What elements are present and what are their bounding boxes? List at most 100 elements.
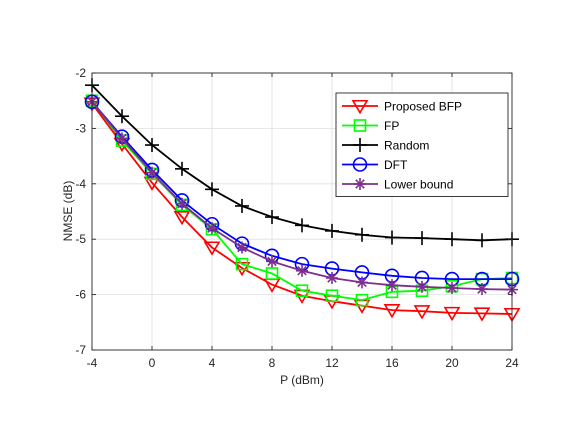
- y-tick-label: -5: [75, 232, 86, 246]
- marker-shape: [117, 133, 127, 144]
- y-tick-label: -2: [75, 66, 86, 80]
- data-point: [296, 264, 308, 277]
- legend-item-dft: DFT: [342, 157, 408, 172]
- data-point: [385, 230, 399, 245]
- data-point: [265, 210, 279, 225]
- data-point: [206, 222, 218, 235]
- marker-shape: [351, 99, 369, 115]
- series-line: [91, 101, 512, 281]
- y-tick-label: -6: [75, 288, 86, 302]
- marker-shape: [295, 284, 309, 298]
- data-point: [176, 197, 188, 210]
- legend-item-fp: FP: [342, 119, 399, 133]
- marker-shape: [203, 241, 221, 256]
- x-tick-label: 24: [505, 356, 519, 370]
- marker-shape: [355, 293, 369, 307]
- data-point: [266, 255, 278, 268]
- legend-label: DFT: [384, 158, 408, 172]
- data-point: [355, 227, 369, 242]
- data-point: [145, 138, 159, 153]
- data-point: [476, 283, 488, 296]
- marker-shape: [447, 283, 457, 293]
- legend-label: Lower bound: [384, 178, 453, 192]
- x-tick-label: 4: [209, 356, 216, 370]
- marker-shape: [327, 273, 337, 283]
- data-point: [235, 257, 249, 271]
- tick-labels: -4 0 4 8 12 16 20 24 -7 -6 -5 -4 -3 -2: [75, 66, 519, 370]
- legend-label: Proposed BFP: [384, 100, 462, 114]
- data-point: [115, 109, 129, 124]
- marker-shape: [267, 256, 277, 267]
- legend-marker: [353, 138, 367, 152]
- data-point: [235, 198, 249, 213]
- x-tick-label: 20: [445, 356, 459, 370]
- legend-label: Random: [384, 139, 429, 153]
- marker-shape: [477, 284, 487, 294]
- marker-shape: [473, 307, 491, 322]
- marker-shape: [352, 157, 368, 172]
- data-point: [443, 306, 461, 322]
- marker-shape: [147, 167, 157, 178]
- x-tick-label: 8: [269, 356, 276, 370]
- series-layer: [83, 78, 521, 323]
- legend-label: FP: [384, 119, 399, 133]
- data-point: [413, 305, 431, 320]
- data-point: [325, 223, 339, 238]
- marker-shape: [235, 257, 249, 271]
- data-point: [386, 279, 398, 292]
- data-point: [473, 307, 491, 322]
- marker-shape: [353, 119, 367, 132]
- legend-item-proposed-bfp: Proposed BFP: [342, 99, 462, 115]
- marker-shape: [177, 198, 187, 209]
- data-point: [325, 289, 339, 303]
- legend-marker: [353, 119, 367, 132]
- legend-marker: [354, 178, 366, 190]
- data-point: [416, 280, 428, 293]
- y-axis-label: NMSE (dB): [61, 181, 75, 242]
- legend-item-random: Random: [342, 138, 429, 153]
- data-point: [295, 284, 309, 298]
- legend-item-lower-bound: Lower bound: [342, 178, 453, 192]
- marker-shape: [387, 280, 397, 290]
- legend-marker: [352, 157, 368, 172]
- data-point: [326, 271, 338, 284]
- marker-shape: [173, 210, 191, 226]
- marker-shape: [383, 304, 401, 319]
- legend-marker: [351, 99, 369, 115]
- axes-box: [91, 72, 513, 351]
- data-point: [355, 293, 369, 307]
- data-point: [445, 232, 459, 247]
- data-point: [356, 276, 368, 289]
- series-lower-bound: [86, 95, 518, 296]
- marker-shape: [237, 242, 247, 253]
- marker-shape: [265, 267, 279, 280]
- series-dft: [84, 94, 520, 287]
- data-point: [173, 210, 191, 226]
- marker-shape: [357, 277, 367, 288]
- data-point: [205, 182, 219, 197]
- marker-shape: [355, 179, 365, 189]
- x-tick-label: -4: [87, 356, 98, 370]
- y-tick-label: -4: [75, 177, 86, 191]
- marker-shape: [325, 289, 339, 303]
- data-point: [295, 218, 309, 233]
- data-point: [383, 304, 401, 319]
- marker-shape: [413, 305, 431, 320]
- y-tick-label: -7: [75, 343, 86, 357]
- x-tick-label: 12: [325, 356, 339, 370]
- x-tick-label: 0: [149, 356, 156, 370]
- marker-shape: [417, 282, 427, 292]
- marker-shape: [207, 223, 217, 233]
- marker-shape: [443, 306, 461, 322]
- data-point: [146, 166, 158, 179]
- y-tick-label: -3: [75, 121, 86, 135]
- data-point: [236, 241, 248, 254]
- marker-shape: [297, 266, 307, 276]
- data-point: [475, 233, 489, 248]
- legend: Proposed BFP FP Random DFT Lower bound: [335, 92, 509, 197]
- data-point: [175, 161, 189, 176]
- x-tick-label: 16: [385, 356, 399, 370]
- data-point: [446, 281, 458, 294]
- data-point: [203, 241, 221, 256]
